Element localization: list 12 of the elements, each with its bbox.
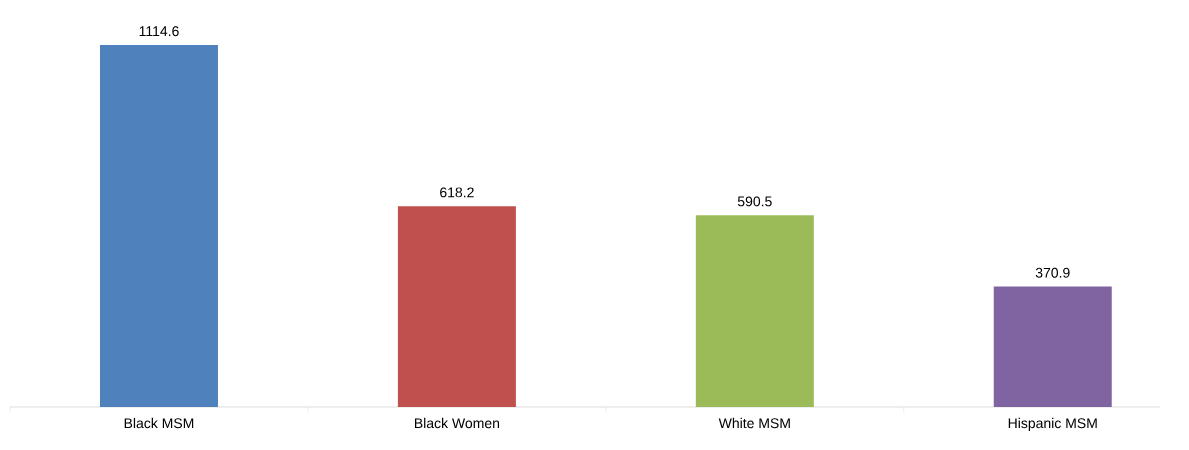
data-label: 590.5	[737, 196, 772, 207]
bar	[99, 45, 218, 407]
data-label: 1114.6	[139, 26, 179, 37]
data-label: 370.9	[1035, 267, 1070, 278]
x-tick-label: Black MSM	[124, 417, 194, 429]
bar	[397, 206, 516, 407]
x-tick-label: Hispanic MSM	[1008, 417, 1097, 431]
x-tick-label: Black Women	[415, 417, 500, 429]
data-label: 618.2	[440, 187, 474, 198]
x-tick-label: White MSM	[718, 417, 790, 429]
bar	[993, 286, 1112, 407]
bar	[695, 215, 814, 407]
